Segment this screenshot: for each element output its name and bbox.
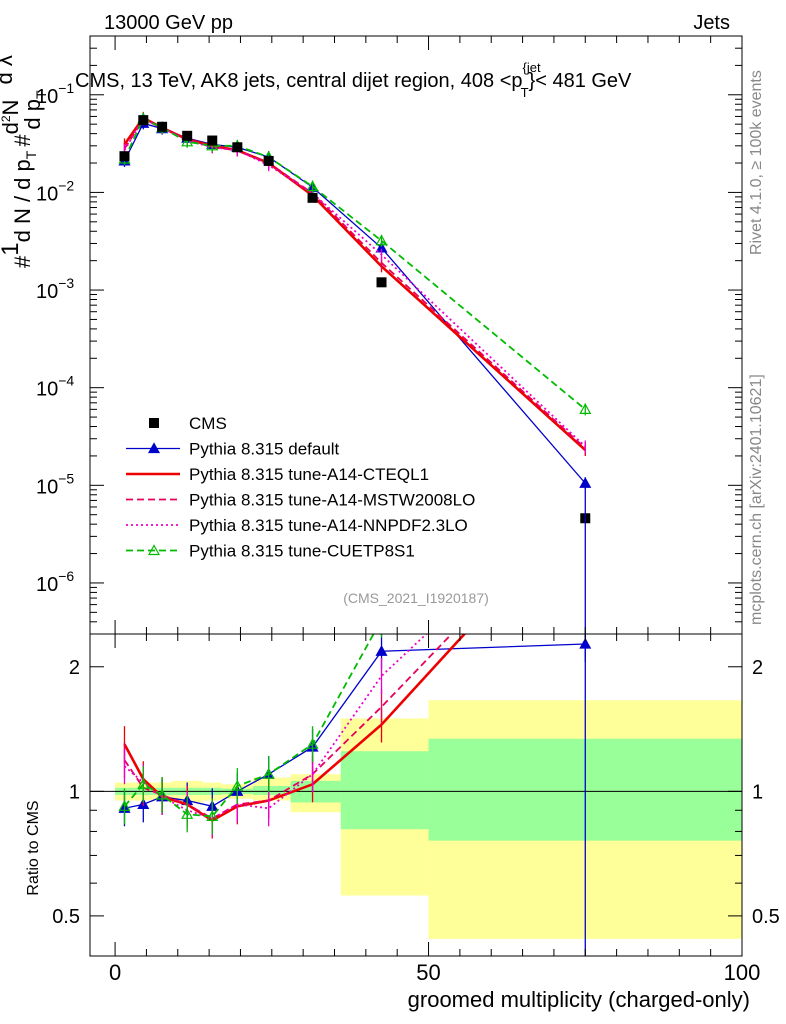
series-line-cteql1 [123, 116, 587, 451]
ratio-y-tick-label: 1 [69, 781, 80, 803]
ratio-panel: 0.5 0.5 1 1 2 2 0 50 100 [52, 325, 780, 985]
legend-label: Pythia 8.315 tune-A14-MSTW2008LO [189, 491, 475, 510]
marker-cuetp8s1 [579, 403, 592, 414]
ratio-marker-cuetp8s1 [231, 779, 244, 791]
data-point-cms [307, 192, 318, 203]
main-plot-area [118, 111, 592, 634]
y-tick-label: 10−3 [36, 275, 74, 303]
data-point-cms [157, 121, 168, 132]
y-tick-label: 10−1 [36, 80, 74, 108]
ratio-marker-cuetp8s1 [206, 810, 219, 821]
mcplots-label: mcplots.cern.ch [arXiv:2401.10621] [748, 374, 765, 625]
legend-marker-cuetp8s1 [147, 544, 161, 556]
ratio-marker-cuetp8s1 [118, 800, 131, 811]
plot-title-superscript: {jet [523, 60, 541, 75]
y-tick-label: 10−5 [36, 470, 74, 498]
legend-entry-default: Pythia 8.315 default [126, 440, 340, 459]
x-axis-label: groomed multiplicity (charged-only) [408, 987, 750, 1012]
y-tick-label: 10−6 [36, 568, 74, 596]
rivet-version-label: Rivet 4.1.0, ≥ 100k events [748, 70, 765, 255]
legend-marker-default [147, 442, 161, 454]
ratio-y-tick-label-right: 2 [752, 657, 763, 679]
svg-text:#1d N / d pT#d2Nd pTd λ: #1d N / d pT#d2Nd pTd λ [0, 55, 49, 268]
series-line-cuetp8s1 [123, 117, 586, 411]
series-line-mstw [123, 118, 586, 449]
ratio-marker-cuetp8s1 [580, 325, 590, 334]
y-tick-label: 10−2 [36, 177, 74, 205]
x-tick-label: 0 [109, 960, 121, 985]
ratio-y-tick-label-right: 0.5 [752, 906, 780, 928]
plot-title-subscript: T [521, 85, 529, 100]
legend-entry-data: CMS [149, 414, 227, 433]
marker-cuetp8s1 [375, 234, 388, 246]
ratio-marker-cuetp8s1 [306, 737, 319, 749]
data-point-cms [263, 155, 274, 166]
ratio-y-axis-label: Ratio to CMS [25, 800, 42, 895]
ratio-marker-default [375, 645, 388, 656]
data-point-cms [232, 142, 243, 153]
ratio-marker-cuetp8s1 [156, 788, 169, 800]
legend-label: Pythia 8.315 tune-CUETP8S1 [189, 542, 415, 561]
ratio-frame [89, 633, 743, 957]
uncertainty-band-inner [340, 751, 429, 830]
plot-title: CMS, 13 TeV, AK8 jets, central dijet reg… [75, 60, 632, 100]
svg-text:CMS, 13 TeV, AK8 jets, central: CMS, 13 TeV, AK8 jets, central dijet reg… [75, 60, 632, 100]
data-point-cms [138, 115, 149, 126]
uncertainty-band-inner [253, 786, 291, 795]
ratio-marker-cuetp8s1 [262, 767, 275, 779]
data-point-cms [207, 135, 218, 146]
ratio-line-mstw [123, 634, 453, 820]
plot-title-tail: }< 481 GeV [529, 70, 633, 92]
main-panel: 10−6 10−5 10−4 10−3 10−2 10−1 [36, 35, 743, 635]
legend-entry-mstw: Pythia 8.315 tune-A14-MSTW2008LO [126, 491, 475, 510]
legend-label: Pythia 8.315 tune-A14-CTEQL1 [189, 465, 429, 484]
ratio-line-cuetp8s1 [123, 634, 375, 818]
category-label: Jets [693, 12, 730, 34]
main-frame [89, 35, 743, 635]
ratio-marker-cuetp8s1 [377, 615, 387, 624]
legend-entry-cteql1: Pythia 8.315 tune-A14-CTEQL1 [126, 465, 429, 484]
ratio-line-cteql1 [123, 634, 467, 823]
plot-title-main: CMS, 13 TeV, AK8 jets, central dijet reg… [75, 70, 523, 92]
analysis-id-label: (CMS_2021_I1920187) [343, 590, 489, 606]
series-line-nnpdf [123, 117, 586, 448]
y-tick-label: 10−4 [36, 373, 74, 401]
legend-entry-nnpdf: Pythia 8.315 tune-A14-NNPDF2.3LO [126, 516, 468, 535]
ratio-y-tick-label: 0.5 [52, 906, 80, 928]
ratio-y-tick-label: 2 [69, 657, 80, 679]
main-y-axis-label: #1d N / d pT#d2Nd pTd λ [0, 55, 49, 268]
ratio-y-tick-label-right: 1 [752, 781, 763, 803]
ratio-marker-cuetp8s1 [137, 778, 150, 789]
legend-entry-cuetp8s1: Pythia 8.315 tune-CUETP8S1 [126, 542, 415, 561]
legend-marker-data [149, 418, 159, 428]
energy-label: 13000 GeV pp [104, 12, 233, 34]
legend-label: Pythia 8.315 default [189, 440, 340, 459]
marker-cuetp8s1 [306, 180, 319, 192]
x-tick-label: 50 [416, 960, 440, 985]
data-point-cms [119, 151, 130, 162]
ratio-plot-area [90, 325, 742, 956]
x-tick-label: 100 [724, 960, 761, 985]
legend: CMS Pythia 8.315 default Pythia 8.315 tune… [126, 414, 475, 561]
data-point-cms [376, 277, 387, 288]
legend-label: CMS [189, 414, 227, 433]
ratio-line-default [124, 643, 586, 809]
ratio-marker-cuetp8s1 [181, 808, 194, 819]
legend-label: Pythia 8.315 tune-A14-NNPDF2.3LO [189, 516, 468, 535]
marker-cuetp8s1 [181, 135, 194, 147]
data-point-cms [182, 130, 193, 141]
